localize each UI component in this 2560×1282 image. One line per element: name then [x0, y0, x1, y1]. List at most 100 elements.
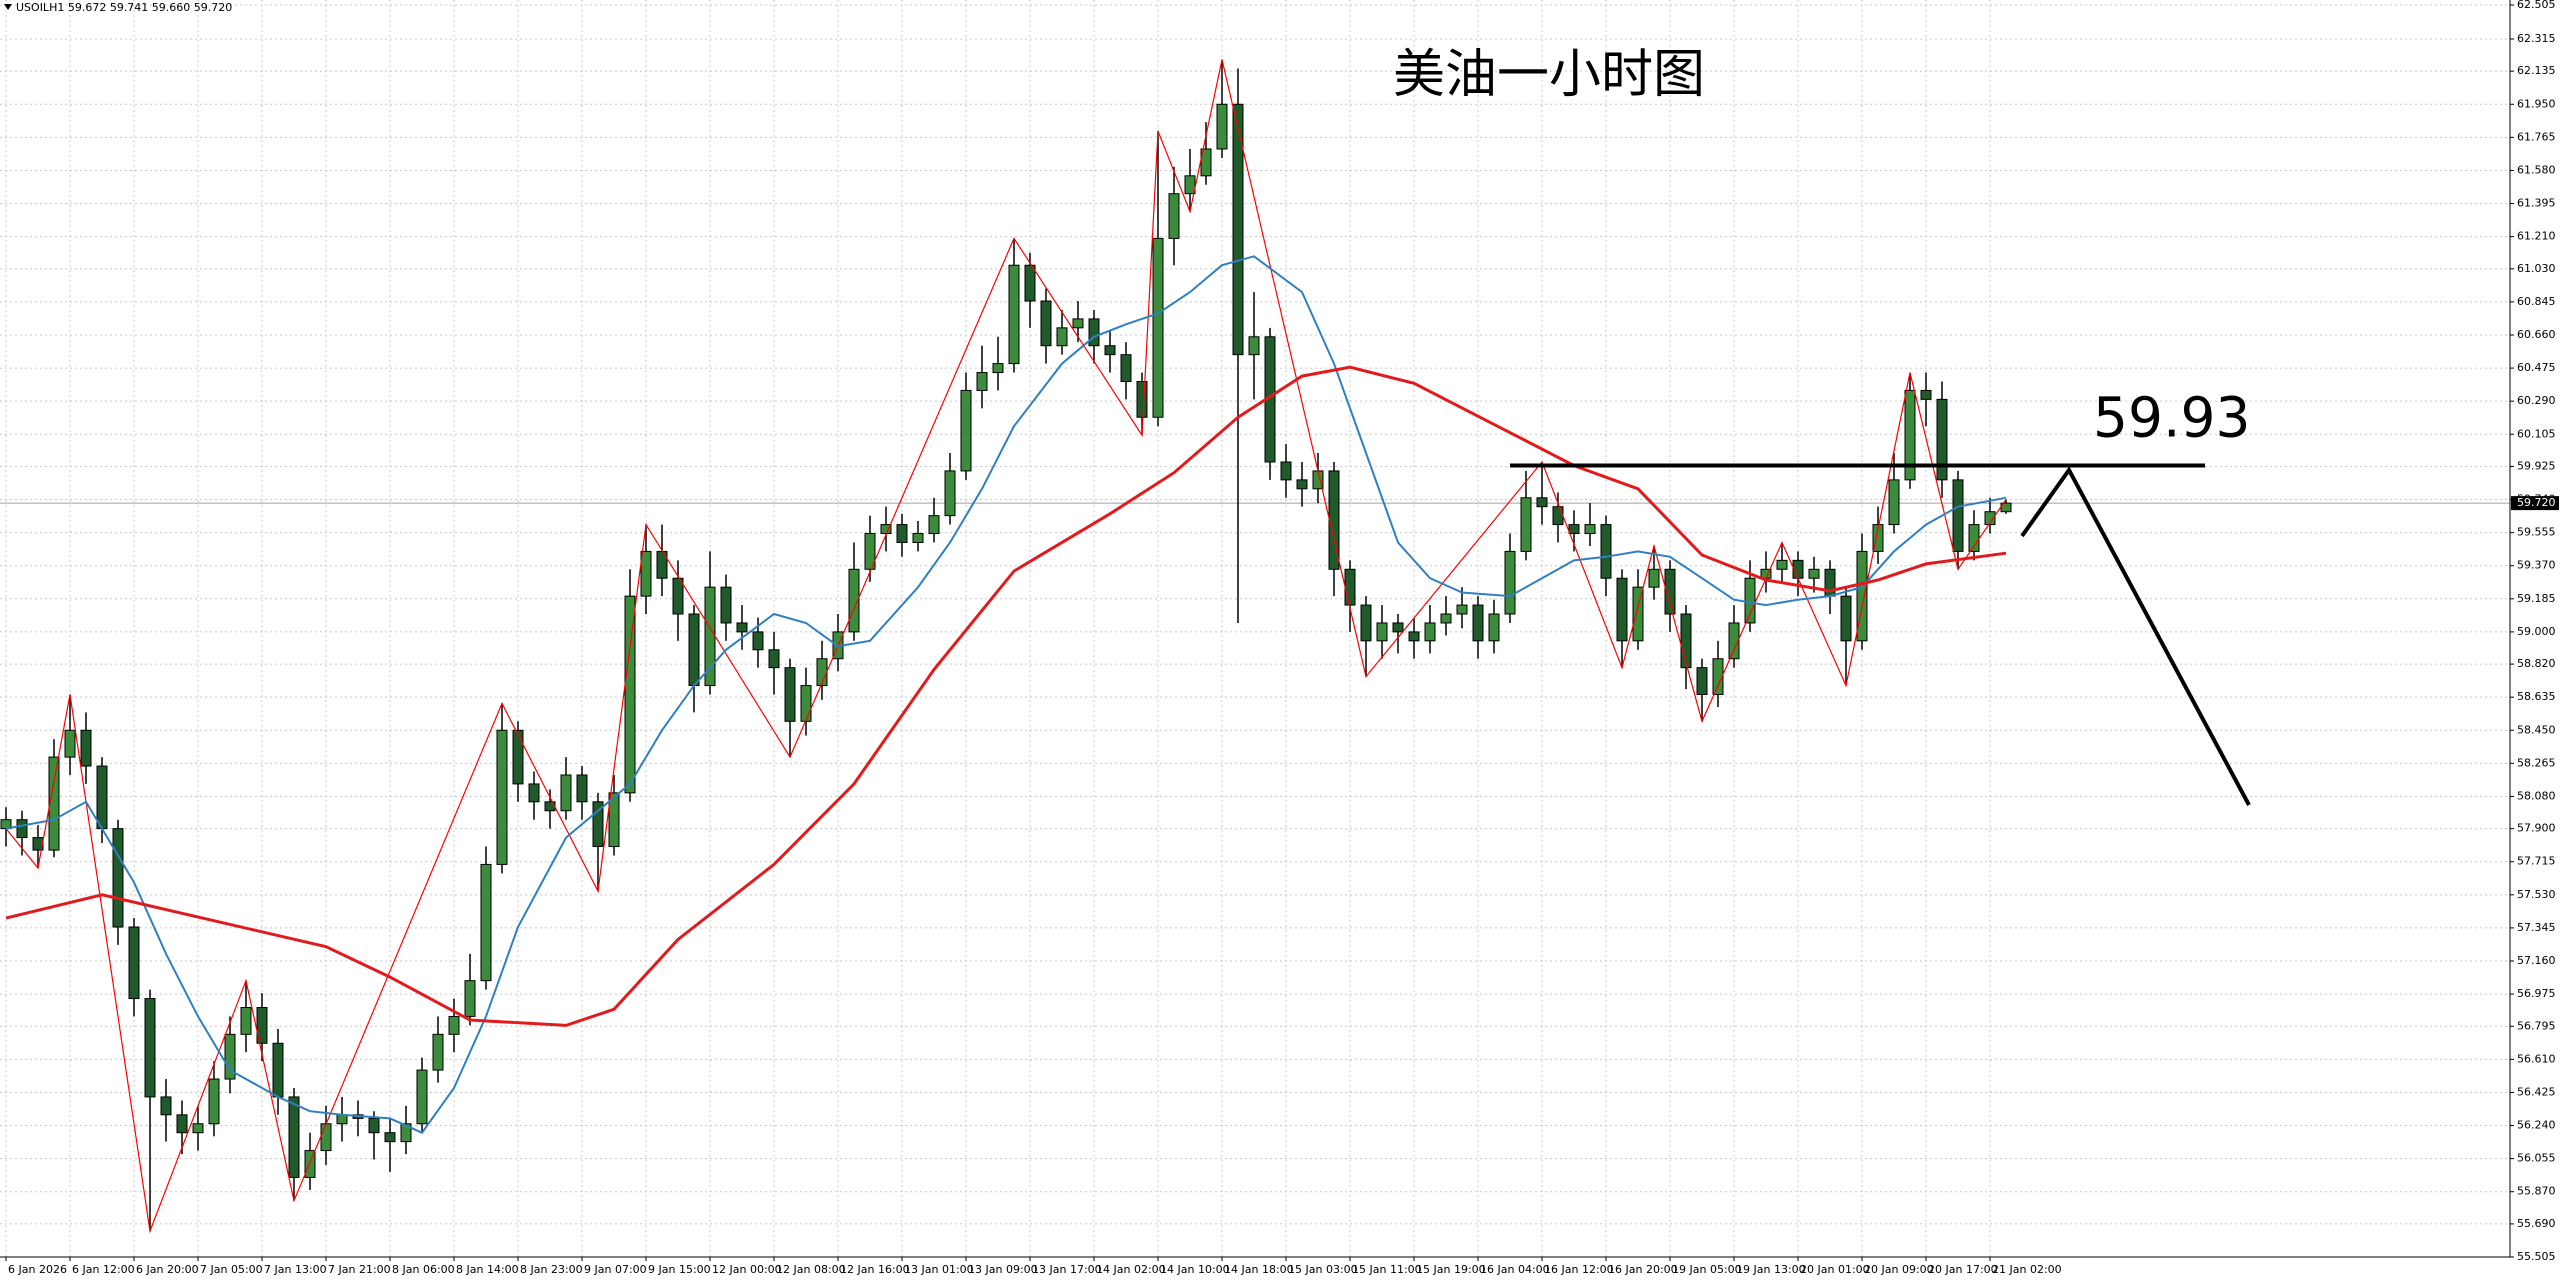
candle-body	[1392, 622, 1404, 633]
y-tick-label: 57.715	[2517, 855, 2556, 868]
candle-body	[592, 801, 604, 848]
candle-body	[752, 631, 764, 651]
x-tick-label: 13 Jan 17:00	[1032, 1263, 1102, 1276]
x-tick-label: 20 Jan 01:00	[1800, 1263, 1870, 1276]
candle-body	[1360, 604, 1372, 642]
candle-body	[1104, 345, 1116, 356]
candle-body	[1184, 175, 1196, 195]
candle-body	[80, 729, 92, 767]
candle-body	[960, 389, 972, 472]
symbol-header: USOILH1 59.672 59.741 59.660 59.720	[16, 1, 232, 14]
candle-body	[1520, 497, 1532, 552]
y-tick-label: 61.030	[2517, 262, 2556, 275]
menu-arrow[interactable]	[4, 4, 12, 10]
candle-body	[1296, 479, 1308, 490]
candle-body	[1840, 595, 1852, 642]
candle-body	[976, 372, 988, 391]
grid	[0, 0, 2510, 1258]
candle-body	[1216, 103, 1228, 150]
x-tick-label: 15 Jan 03:00	[1288, 1263, 1358, 1276]
candle-body	[1072, 318, 1084, 329]
x-tick-label: 16 Jan 20:00	[1608, 1263, 1678, 1276]
y-tick-label: 62.315	[2517, 32, 2556, 45]
x-tick-label: 12 Jan 00:00	[712, 1263, 782, 1276]
x-tick-label: 13 Jan 01:00	[904, 1263, 974, 1276]
candle-body	[1136, 380, 1148, 418]
x-tick-label: 15 Jan 11:00	[1352, 1263, 1422, 1276]
x-tick-label: 14 Jan 18:00	[1224, 1263, 1294, 1276]
candle-body	[1584, 524, 1596, 535]
current-price-label: 59.720	[2517, 496, 2556, 509]
candle-body	[464, 980, 476, 1017]
y-tick-label: 60.290	[2517, 394, 2556, 407]
candle-body	[1808, 568, 1820, 579]
candle-body	[16, 819, 28, 839]
zigzag-line	[5, 59, 2007, 1234]
candle-body	[1408, 631, 1420, 642]
candle-body	[1344, 568, 1356, 606]
candle-body	[144, 998, 156, 1098]
x-tick-label: 6 Jan 2026	[8, 1263, 67, 1276]
candle-body	[1984, 511, 1996, 526]
y-tick-label: 60.845	[2517, 295, 2556, 308]
y-tick-label: 59.185	[2517, 592, 2556, 605]
x-tick-label: 12 Jan 16:00	[840, 1263, 910, 1276]
y-tick-label: 58.080	[2517, 789, 2556, 802]
candle-body	[400, 1123, 412, 1143]
x-tick-label: 20 Jan 17:00	[1928, 1263, 1998, 1276]
candle-body	[624, 595, 636, 794]
candle-body	[288, 1096, 300, 1178]
candle-body	[1904, 389, 1916, 481]
candle-body	[1776, 559, 1788, 570]
candle-body	[1376, 622, 1388, 642]
candle-body	[1552, 506, 1564, 526]
candle-body	[1696, 667, 1708, 695]
forecast-arrow	[2020, 466, 2251, 806]
y-tick-label: 55.690	[2517, 1217, 2556, 1230]
y-tick-label: 56.975	[2517, 987, 2556, 1000]
y-tick-label: 59.000	[2517, 625, 2556, 638]
candle-body	[1728, 622, 1740, 660]
y-tick-label: 57.160	[2517, 954, 2556, 967]
y-tick-label: 62.135	[2517, 64, 2556, 77]
candle-body	[448, 1015, 460, 1035]
x-tick-label: 15 Jan 19:00	[1416, 1263, 1486, 1276]
candle-body	[1920, 389, 1932, 400]
y-tick-label: 59.370	[2517, 559, 2556, 572]
candle-body	[1872, 524, 1884, 552]
candle-body	[1888, 479, 1900, 526]
y-tick-label: 58.265	[2517, 756, 2556, 769]
x-tick-label: 7 Jan 21:00	[328, 1263, 391, 1276]
candle-body	[496, 729, 508, 865]
candle-body	[1664, 568, 1676, 615]
candle-body	[528, 783, 540, 803]
x-tick-label: 9 Jan 15:00	[648, 1263, 711, 1276]
y-tick-label: 56.795	[2517, 1019, 2556, 1032]
moving-average	[5, 365, 2007, 1027]
candle-body	[560, 774, 572, 812]
candle-body	[240, 1006, 252, 1035]
y-tick-label: 57.900	[2517, 822, 2556, 835]
candle-body	[992, 363, 1004, 374]
candle-body	[1632, 586, 1644, 642]
y-tick-label: 61.950	[2517, 97, 2556, 110]
y-tick-label: 57.345	[2517, 921, 2556, 934]
candle-body	[1488, 613, 1500, 642]
candle-body	[1712, 658, 1724, 695]
candle-body	[176, 1114, 188, 1134]
candle-body	[896, 524, 908, 543]
candle-body	[160, 1096, 172, 1116]
y-tick-label: 57.530	[2517, 888, 2556, 901]
candle-body	[368, 1117, 380, 1134]
candle-body	[1024, 264, 1036, 302]
x-tick-label: 16 Jan 04:00	[1480, 1263, 1550, 1276]
y-tick-label: 60.475	[2517, 361, 2556, 374]
candle-body	[1168, 193, 1180, 239]
candle-body	[944, 470, 956, 517]
x-tick-label: 21 Jan 02:00	[1992, 1263, 2062, 1276]
candle-body	[1504, 550, 1516, 615]
candle-body	[96, 765, 108, 830]
y-tick-label: 59.555	[2517, 526, 2556, 539]
candle-body	[224, 1033, 236, 1080]
